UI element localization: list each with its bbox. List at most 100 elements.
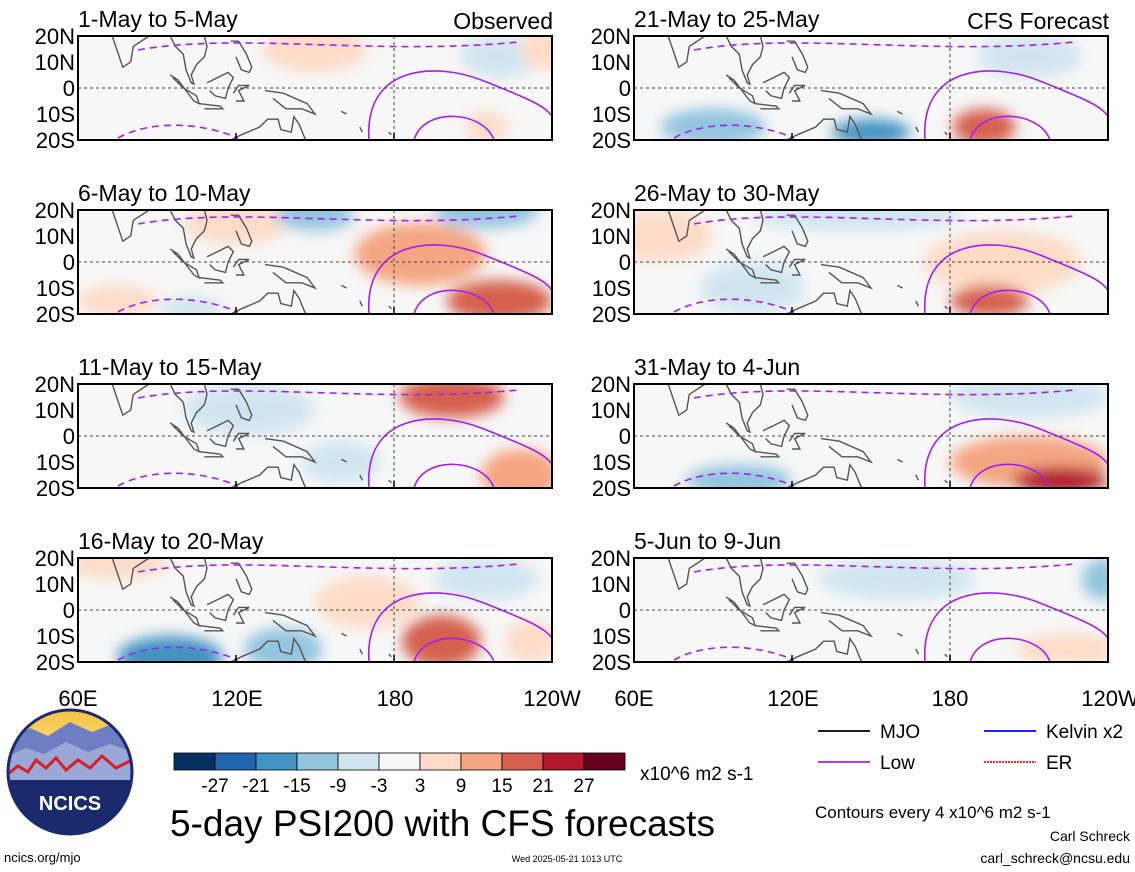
y-tick-label: 10S [592, 276, 631, 301]
coastline [169, 36, 208, 86]
y-tick-label: 10S [36, 276, 75, 301]
coastline [755, 276, 781, 284]
colorbar-swatch [296, 752, 339, 771]
anomaly-region [104, 454, 236, 488]
anomaly-region [752, 210, 964, 231]
anomaly-region [78, 558, 171, 579]
y-tick-label: 10S [36, 624, 75, 649]
anomaly-region [634, 210, 713, 262]
anomaly-region [354, 223, 487, 286]
coastline [785, 636, 864, 662]
panel-frame [77, 35, 553, 141]
colorbar-tick-label: 21 [532, 776, 553, 797]
panel-title: 5-Jun to 9-Jun [634, 528, 781, 554]
coastline [229, 462, 308, 488]
coastline [786, 562, 809, 596]
anomaly-region [78, 49, 210, 112]
coastline [820, 437, 874, 464]
coastline [230, 388, 253, 422]
coastline [725, 558, 764, 608]
y-tick-label: 10S [592, 102, 631, 127]
colorbar-tick-label: -21 [242, 776, 269, 797]
anomaly-region [465, 111, 508, 140]
y-tick-label: 10N [591, 50, 631, 75]
colorbar-tick-label: -15 [283, 776, 310, 797]
panel-frame [633, 557, 1109, 663]
coastline [264, 437, 318, 464]
low-contour-positive [924, 418, 1108, 488]
low-contour-negative [673, 298, 795, 313]
x-tick-label: 120W [1081, 686, 1135, 711]
panel-title: 16-May to 20-May [78, 528, 264, 554]
y-tick-label: 10N [35, 224, 75, 249]
y-tick-label: 20S [36, 302, 75, 327]
coastline [199, 276, 225, 284]
y-tick-label: 20S [36, 128, 75, 153]
anomaly-region [686, 464, 792, 488]
coastline [206, 71, 235, 100]
x-tick-label: 120E [767, 686, 818, 711]
x-tick-label: 60E [58, 686, 97, 711]
coastline [206, 593, 235, 622]
x-tick-label: 180 [932, 686, 969, 711]
low-contour-negative [117, 646, 239, 661]
low-contour-negative [117, 124, 239, 139]
coastline [896, 284, 903, 289]
colorbar-swatch [214, 752, 257, 771]
low-contour-positive [969, 289, 1051, 314]
coastline [359, 474, 364, 481]
coastline [359, 300, 364, 307]
coastline [232, 84, 250, 102]
colorbar-tick-label: 27 [573, 776, 594, 797]
coastline [667, 558, 706, 591]
coastline [725, 36, 764, 86]
coastline [915, 648, 920, 655]
coastline [896, 110, 903, 115]
coastline [762, 71, 791, 100]
anomaly-region [433, 558, 539, 600]
anomaly-region [480, 449, 552, 488]
coastline [944, 479, 948, 484]
coastline [785, 462, 864, 488]
anomaly-region [78, 285, 157, 314]
anomaly-region [446, 280, 552, 314]
panel-title: 26-May to 30-May [634, 180, 820, 206]
low-contour-positive [969, 115, 1051, 140]
low-contour-negative [693, 41, 1075, 51]
coastline [388, 479, 392, 484]
coastline [111, 558, 150, 591]
low-contour-negative [137, 215, 519, 225]
coastline [199, 450, 225, 458]
anomaly-region [699, 262, 806, 314]
low-contour-negative [693, 215, 1075, 225]
coastline [111, 384, 150, 417]
panel-title: 21-May to 25-May [634, 6, 820, 32]
coastline [755, 624, 781, 632]
author-email: carl_schreck@ncsu.edu [980, 850, 1130, 866]
coastline [359, 126, 364, 133]
figure-title: 5-day PSI200 with CFS forecasts [170, 803, 715, 844]
anomaly-region [315, 576, 421, 629]
low-contour-positive [969, 637, 1051, 662]
x-tick-label: 120E [211, 686, 262, 711]
panel-title: 6-May to 10-May [78, 180, 251, 206]
low-contour-negative [693, 389, 1075, 399]
low-contour-negative [673, 472, 795, 487]
colorbar: -27 -21 -15 -9 -3 3 9 15 21 27 [173, 752, 626, 797]
colorbar-swatch [173, 752, 216, 771]
coastline [388, 653, 392, 658]
low-contour-positive [368, 70, 552, 140]
y-tick-label: 0 [619, 76, 631, 101]
coastline [667, 210, 706, 243]
y-tick-label: 20N [35, 546, 75, 571]
anomaly-region [399, 384, 505, 418]
y-tick-label: 20S [592, 476, 631, 501]
coastline [340, 458, 347, 463]
coastline [755, 450, 781, 458]
